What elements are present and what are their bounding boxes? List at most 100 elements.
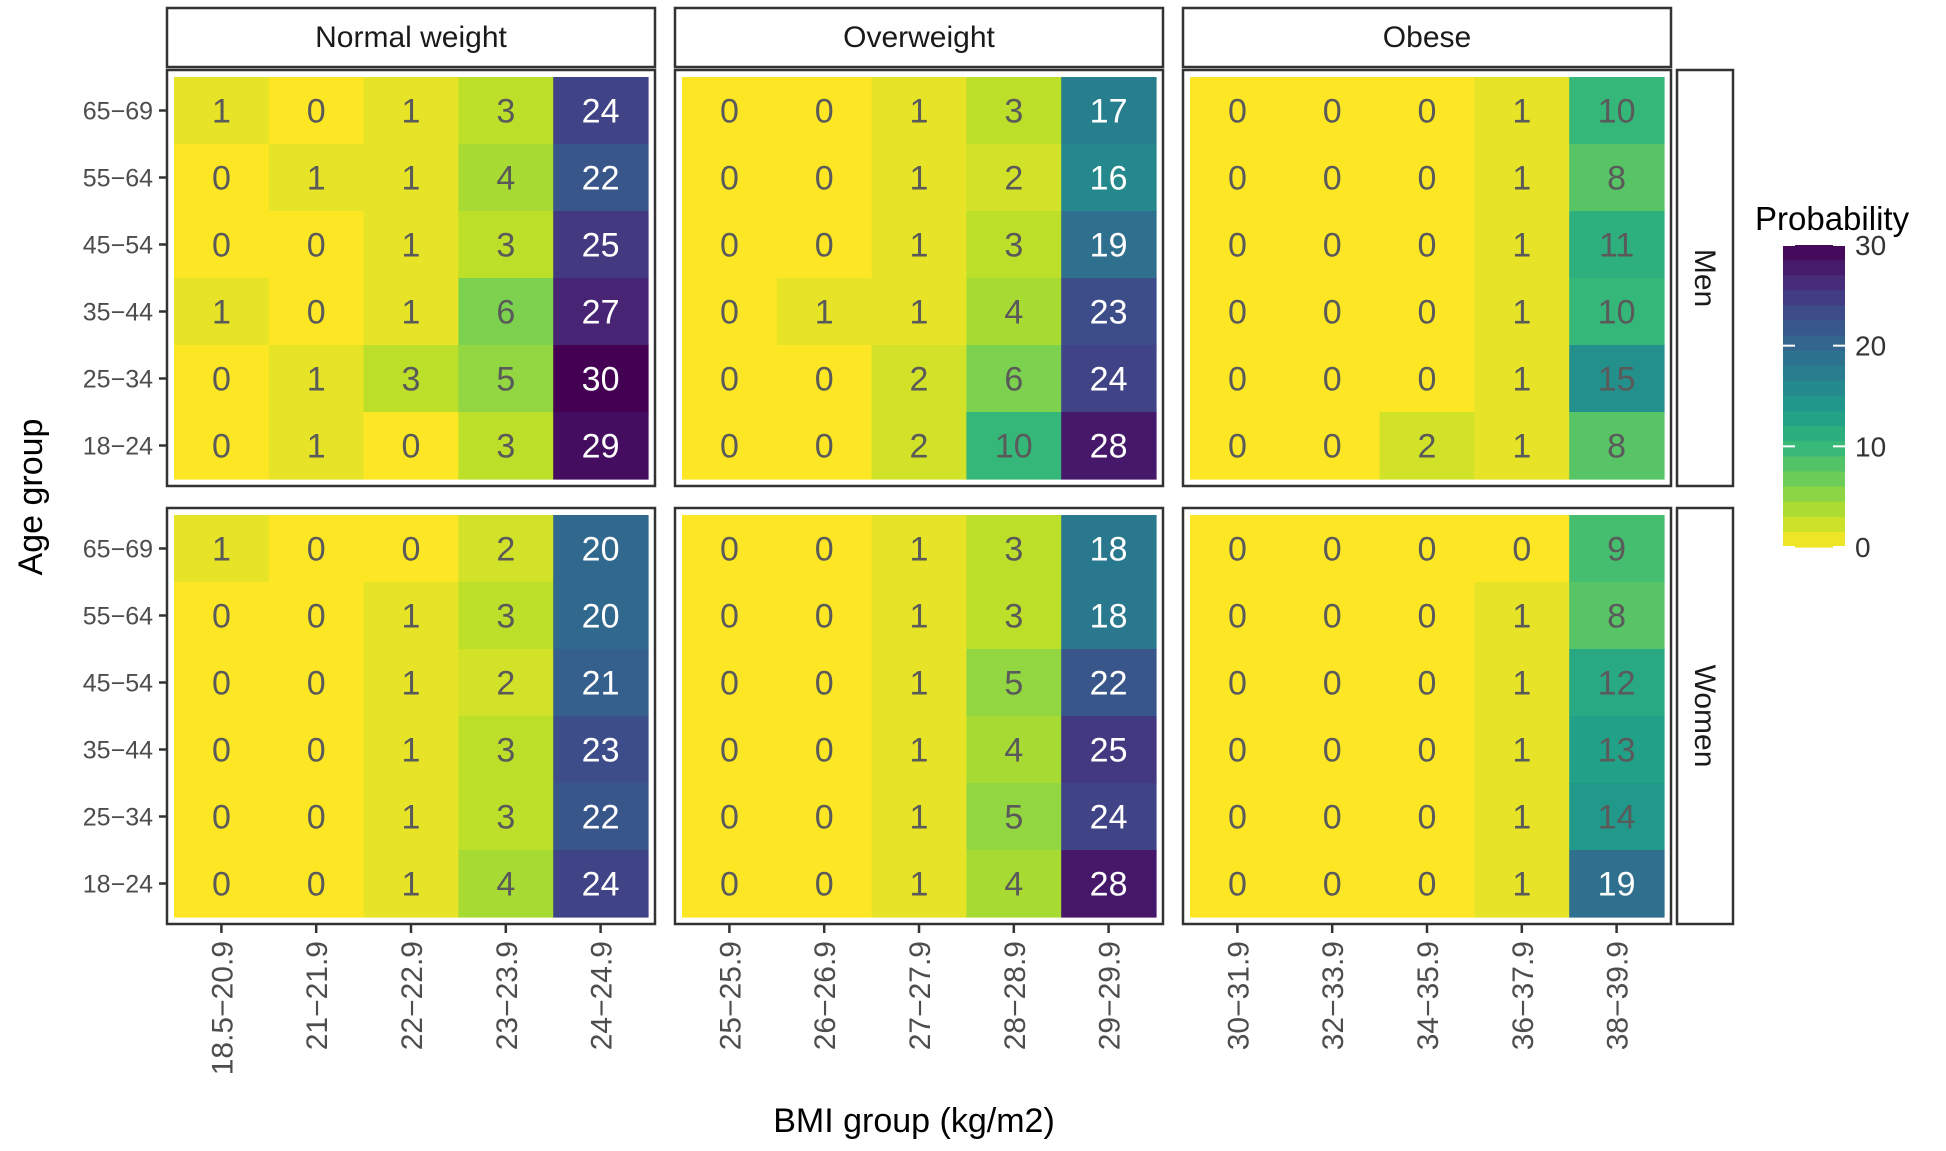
y-tick-label: 25−34 [83,366,153,394]
cell-women-obese-r1-c3 [1474,582,1570,650]
cell-label: 1 [307,428,326,466]
cell-women-overweight-r5-c0 [682,850,778,918]
y-tick-label: 18−24 [83,871,153,899]
cell-label: 0 [1228,799,1247,837]
x-tick-label: 29−29.9 [1094,941,1127,1050]
cell-label: 1 [212,93,231,131]
cell-label: 3 [496,732,515,770]
cell-label: 1 [1512,732,1531,770]
cell-label: 0 [307,531,326,569]
cell-men-normal-weight-r4-c0 [174,345,270,413]
cell-women-overweight-r2-c4 [1061,649,1157,717]
cell-label: 6 [1004,361,1023,399]
cell-women-obese-r1-c2 [1379,582,1475,650]
legend-colorbar-band [1783,531,1845,548]
cell-men-overweight-r3-c1 [776,278,873,346]
cell-men-overweight-r0-c3 [966,77,1062,145]
cell-women-obese-r4-c3 [1474,783,1570,851]
cell-men-normal-weight-r2-c3 [458,211,554,279]
cell-men-obese-r3-c4 [1569,278,1665,346]
cell-women-obese-r5-c0 [1190,850,1286,918]
cell-label: 22 [1090,665,1128,703]
cell-label: 1 [402,598,421,636]
cell-label: 19 [1090,227,1128,265]
legend-colorbar-band [1783,305,1845,322]
cell-label: 18 [1090,598,1128,636]
cell-women-overweight-r5-c3 [966,850,1062,918]
cell-label: 1 [402,866,421,904]
cell-women-obese-r2-c0 [1190,649,1286,717]
cell-men-obese-r3-c1 [1284,278,1381,346]
cell-women-normal-weight-r3-c0 [174,716,270,784]
cell-men-obese-r4-c4 [1569,345,1665,413]
cell-women-overweight-r0-c2 [871,515,967,583]
cell-men-overweight-r4-c2 [871,345,967,413]
cell-women-overweight-r5-c2 [871,850,967,918]
cell-label: 5 [496,361,515,399]
cell-label: 0 [212,160,231,198]
cell-women-normal-weight-r5-c1 [268,850,365,918]
cell-men-overweight-r4-c3 [966,345,1062,413]
cell-label: 27 [582,294,620,332]
cell-label: 4 [496,866,515,904]
cell-labels: 1 0 1 3 240 1 1 4 220 0 1 3 251 0 1 6 270 1 3 5 300 1 0 3 290 0 1 3… [212,93,1636,904]
cell-men-obese-r2-c3 [1474,211,1570,279]
cell-label: 0 [212,665,231,703]
cell-label: 1 [1512,866,1531,904]
cell-men-normal-weight-r5-c0 [174,412,270,480]
cell-men-obese-r2-c0 [1190,211,1286,279]
cell-men-obese-r1-c1 [1284,144,1381,212]
cell-women-normal-weight-r0-c1 [268,515,365,583]
cell-label: 2 [910,428,929,466]
cell-women-normal-weight-r4-c0 [174,783,270,851]
cell-women-overweight-r4-c4 [1061,783,1157,851]
cell-label: 0 [1323,361,1342,399]
cell-label: 3 [496,428,515,466]
cell-label: 0 [1418,866,1437,904]
cell-label: 0 [815,665,834,703]
legend-colorbar-band [1783,335,1845,352]
cell-label: 1 [307,361,326,399]
legend-colorbar-band [1783,456,1845,473]
cell-men-obese-r0-c4 [1569,77,1665,145]
cell-women-normal-weight-r1-c4 [553,582,649,650]
x-tick-label: 23−23.9 [491,941,524,1050]
cell-label: 1 [1512,665,1531,703]
cell-label: 0 [1323,160,1342,198]
cell-men-obese-r0-c0 [1190,77,1286,145]
cell-label: 24 [582,93,620,131]
cell-women-normal-weight-r5-c4 [553,850,649,918]
x-tick-label: 25−25.9 [714,941,747,1050]
cell-men-normal-weight-r3-c0 [174,278,270,346]
cell-women-normal-weight-r1-c2 [363,582,459,650]
cell-men-normal-weight-r2-c1 [268,211,365,279]
cell-label: 22 [582,799,620,837]
cell-women-overweight-r0-c3 [966,515,1062,583]
cell-label: 1 [402,294,421,332]
cell-label: 24 [582,866,620,904]
cell-women-obese-r4-c4 [1569,783,1665,851]
cell-label: 0 [212,732,231,770]
cell-label: 1 [402,732,421,770]
x-tick-label: 32−33.9 [1317,941,1350,1050]
cell-men-overweight-r1-c2 [871,144,967,212]
cell-label: 0 [307,665,326,703]
legend-tick-label: 30 [1855,230,1886,261]
cell-label: 10 [995,428,1033,466]
cell-women-overweight-r2-c0 [682,649,778,717]
row-label-men: Men [1688,249,1721,307]
cell-label: 0 [1323,428,1342,466]
y-tick-label: 25−34 [83,804,153,832]
cell-women-overweight-r3-c4 [1061,716,1157,784]
cell-women-normal-weight-r1-c3 [458,582,554,650]
x-axis: 18.5−20.9 21−21.9 22−22.9 23−23.9 24−24.9 25−… [206,924,1635,1075]
cell-men-overweight-r0-c4 [1061,77,1157,145]
cell-men-overweight-r0-c1 [776,77,873,145]
cell-women-normal-weight-r0-c4 [553,515,649,583]
cell-label: 0 [1228,428,1247,466]
cell-women-obese-r5-c1 [1284,850,1381,918]
y-tick-label: 65−69 [83,98,153,126]
cell-label: 0 [815,866,834,904]
cell-men-normal-weight-r5-c3 [458,412,554,480]
cell-women-normal-weight-r2-c3 [458,649,554,717]
